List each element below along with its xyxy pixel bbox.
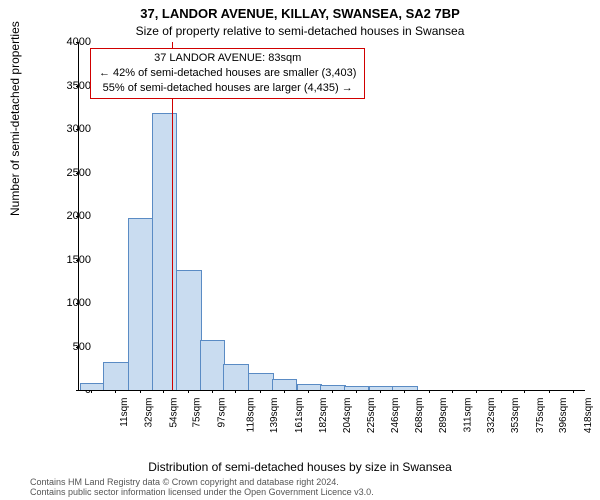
info-line3: 55% of semi-detached houses are larger (… (99, 81, 356, 96)
x-tick-label: 332sqm (486, 398, 497, 434)
x-tick-label: 268sqm (414, 398, 425, 434)
x-tick (284, 390, 285, 393)
x-tick-label: 225sqm (366, 398, 377, 434)
y-tick-label: 2000 (67, 210, 91, 222)
x-tick (476, 390, 477, 393)
info-box: 37 LANDOR AVENUE: 83sqm ← 42% of semi-de… (90, 48, 365, 99)
x-tick (501, 390, 502, 393)
x-tick-label: 118sqm (245, 398, 256, 433)
x-tick-label: 375sqm (535, 398, 546, 434)
x-tick-label: 32sqm (143, 398, 154, 428)
x-tick (452, 390, 453, 393)
x-tick (332, 390, 333, 393)
x-tick-label: 418sqm (583, 398, 594, 434)
histogram-bar (272, 379, 298, 390)
x-tick (429, 390, 430, 393)
histogram-bar (128, 218, 154, 390)
x-tick (308, 390, 309, 393)
x-tick-label: 396sqm (558, 398, 569, 434)
x-tick (260, 390, 261, 393)
x-tick (235, 390, 236, 393)
y-tick-label: 1500 (67, 254, 91, 266)
x-tick (524, 390, 525, 393)
x-tick (573, 390, 574, 393)
y-tick (76, 390, 79, 391)
y-tick-label: 4000 (67, 36, 91, 48)
x-tick (212, 390, 213, 393)
x-tick-label: 246sqm (390, 398, 401, 434)
y-tick-label: 1000 (67, 297, 91, 309)
x-tick-label: 289sqm (438, 398, 449, 434)
footer: Contains HM Land Registry data © Crown c… (30, 478, 374, 498)
histogram-bar (103, 362, 129, 390)
x-tick-label: 161sqm (294, 398, 305, 434)
x-tick-label: 54sqm (168, 398, 179, 428)
histogram-bar (248, 373, 274, 390)
chart-title-main: 37, LANDOR AVENUE, KILLAY, SWANSEA, SA2 … (0, 6, 600, 21)
info-line2: ← 42% of semi-detached houses are smalle… (99, 66, 356, 81)
y-tick-label: 3000 (67, 123, 91, 135)
x-tick (163, 390, 164, 393)
histogram-bar (320, 385, 346, 390)
histogram-bar (176, 270, 202, 390)
x-tick-label: 11sqm (119, 398, 130, 427)
histogram-bar (80, 383, 106, 390)
x-tick-label: 182sqm (318, 398, 329, 434)
x-tick (91, 390, 92, 393)
x-tick (115, 390, 116, 393)
histogram-bar (369, 386, 395, 390)
x-tick (356, 390, 357, 393)
histogram-bar (223, 364, 249, 390)
info-line1: 37 LANDOR AVENUE: 83sqm (99, 51, 356, 66)
x-tick (549, 390, 550, 393)
x-tick-label: 139sqm (269, 398, 280, 434)
x-tick-label: 353sqm (510, 398, 521, 434)
histogram-bar (392, 386, 418, 390)
histogram-bar (344, 386, 370, 390)
x-tick (140, 390, 141, 393)
y-tick-label: 3500 (67, 80, 91, 92)
x-tick (404, 390, 405, 393)
histogram-bar (200, 340, 226, 390)
x-tick (188, 390, 189, 393)
x-tick-label: 75sqm (192, 398, 203, 428)
footer-line2: Contains public sector information licen… (30, 488, 374, 498)
x-tick-label: 204sqm (342, 398, 353, 434)
x-tick (380, 390, 381, 393)
x-axis-label: Distribution of semi-detached houses by … (0, 460, 600, 474)
y-axis-label: Number of semi-detached properties (8, 21, 22, 216)
y-tick-label: 2500 (67, 167, 91, 179)
x-tick-label: 97sqm (217, 398, 228, 428)
y-tick-label: 500 (73, 341, 91, 353)
x-tick-label: 311sqm (462, 398, 473, 433)
histogram-bar (297, 384, 323, 390)
